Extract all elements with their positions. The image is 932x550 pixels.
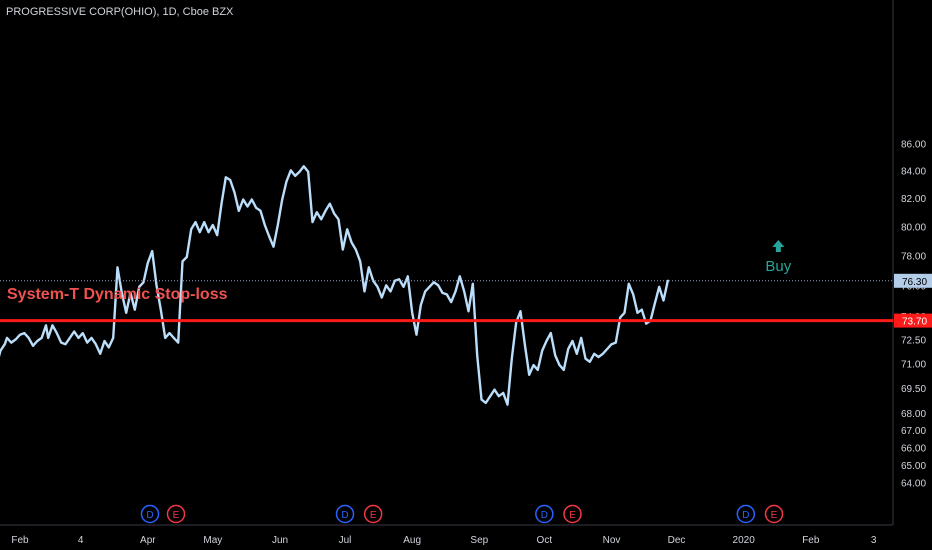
last-price-label: 76.30 xyxy=(902,277,927,288)
buy-label: Buy xyxy=(765,258,791,275)
event-marker-letter: E xyxy=(771,510,778,521)
time-tick-label: Nov xyxy=(603,535,621,546)
dividend-marker[interactable]: D xyxy=(335,504,355,524)
event-marker-letter: E xyxy=(370,510,377,521)
last-price-label-bg xyxy=(894,273,932,288)
event-marker-circle xyxy=(736,504,756,524)
price-tick-label: 80.00 xyxy=(901,222,926,233)
buy-arrow-icon xyxy=(772,240,785,252)
price-tick-label: 68.00 xyxy=(901,409,926,420)
event-marker-circle xyxy=(166,504,186,524)
price-tick-label: 66.00 xyxy=(901,443,926,454)
event-marker-circle xyxy=(140,504,160,524)
time-axis[interactable]: Feb 4 Apr May Jun Jul Aug Sep Oct Nov Dec 2020 Feb 3 xyxy=(0,524,893,546)
time-tick-label: Aug xyxy=(403,535,421,546)
price-tick-label: 65.00 xyxy=(901,461,926,472)
earnings-marker[interactable]: E xyxy=(363,504,383,524)
stop-loss-price-label: 73.70 xyxy=(902,317,927,328)
price-tick-label: 72.50 xyxy=(901,335,926,346)
time-tick-label: Oct xyxy=(537,535,553,546)
time-tick-label: 4 xyxy=(78,535,84,546)
dividend-marker[interactable]: D xyxy=(736,504,756,524)
price-tick-label: 82.00 xyxy=(901,194,926,205)
dividend-marker[interactable]: D xyxy=(535,504,554,524)
event-marker-letter: E xyxy=(569,510,576,521)
event-marker-letter: D xyxy=(541,510,548,521)
dividend-marker[interactable]: D xyxy=(140,504,160,524)
stop-loss-label-bg xyxy=(894,313,932,328)
price-tick-label: 69.50 xyxy=(901,384,926,395)
time-tick-label: Dec xyxy=(668,535,686,546)
price-tick-label: 86.00 xyxy=(901,139,926,150)
event-marker-circle xyxy=(764,504,784,524)
time-tick-label: 2020 xyxy=(733,535,756,546)
price-tick-label: 84.00 xyxy=(901,166,926,177)
time-tick-label: Sep xyxy=(470,535,488,546)
earnings-marker[interactable]: E xyxy=(764,504,784,524)
price-tick-label: 67.00 xyxy=(901,426,926,437)
event-marker-letter: D xyxy=(146,510,153,521)
price-series-line xyxy=(0,165,669,406)
event-marker-circle xyxy=(535,504,554,524)
time-tick-label: Apr xyxy=(140,535,156,546)
time-tick-label: May xyxy=(203,535,222,546)
earnings-marker[interactable]: E xyxy=(166,504,186,524)
stop-loss-text: System-T Dynamic Stop-loss xyxy=(7,286,228,303)
earnings-marker[interactable]: E xyxy=(563,504,582,524)
event-marker-letter: D xyxy=(742,510,749,521)
event-marker-circle xyxy=(563,504,582,524)
time-tick-label: 3 xyxy=(871,535,877,546)
event-marker-circle xyxy=(363,504,383,524)
time-tick-label: Feb xyxy=(802,535,820,546)
time-tick-label: Jul xyxy=(339,535,352,546)
time-tick-label: Jun xyxy=(272,535,288,546)
event-marker-letter: E xyxy=(173,510,180,521)
price-tick-label: 64.00 xyxy=(901,479,926,490)
price-tick-label: 78.00 xyxy=(901,251,926,262)
time-tick-label: Feb xyxy=(11,535,29,546)
price-tick-label: 71.00 xyxy=(901,359,926,370)
event-marker-letter: D xyxy=(341,510,348,521)
event-marker-circle xyxy=(335,504,355,524)
chart-title: PROGRESSIVE CORP(OHIO), 1D, Cboe BZX xyxy=(6,6,234,18)
